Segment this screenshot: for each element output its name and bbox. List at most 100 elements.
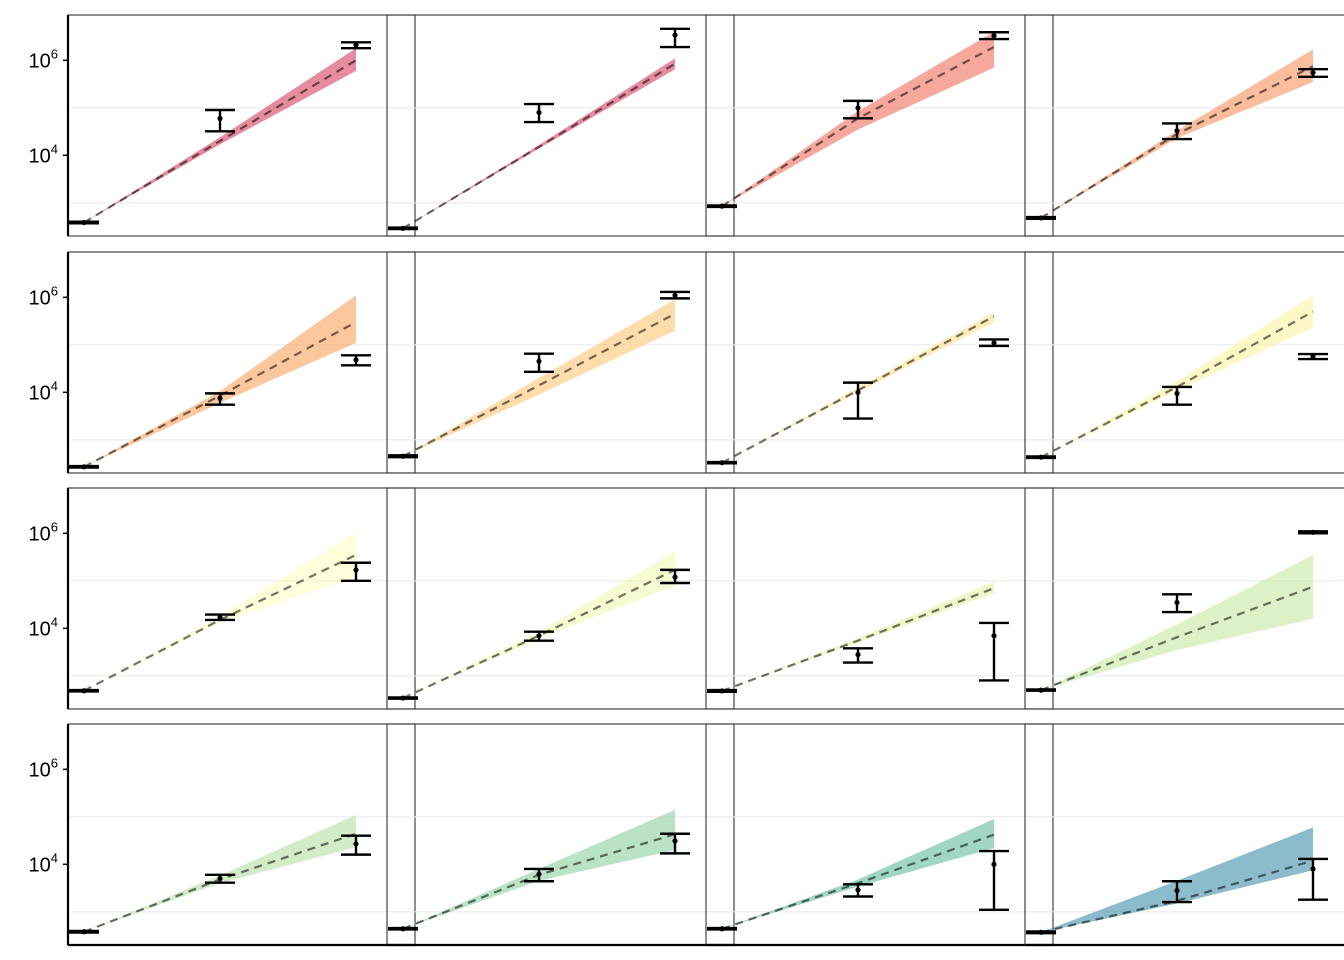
y-tick-label: 106 <box>29 519 58 545</box>
data-point <box>1310 70 1316 76</box>
panel-11 <box>705 487 1054 710</box>
data-point <box>991 33 997 39</box>
data-point <box>400 453 406 459</box>
panel-8 <box>1024 251 1344 474</box>
data-point <box>81 464 87 470</box>
data-point <box>719 688 725 694</box>
panel-4 <box>1024 14 1344 237</box>
confidence-band <box>84 814 356 932</box>
data-point <box>217 115 223 121</box>
panel-plot-area <box>69 41 371 226</box>
y-tick-label: 106 <box>29 46 58 72</box>
y-tick-label: 106 <box>29 283 58 309</box>
data-point <box>672 838 678 844</box>
data-point <box>1310 866 1316 872</box>
confidence-band <box>403 299 675 457</box>
panel-plot-area <box>707 31 1009 209</box>
data-point <box>719 926 725 932</box>
data-point <box>991 633 997 639</box>
panel-5: 104 106 <box>29 251 416 474</box>
panel-plot-area <box>388 551 690 701</box>
fit-line <box>721 587 995 692</box>
panel-border <box>705 487 1054 710</box>
data-point <box>719 203 725 209</box>
panel-border <box>1024 487 1344 710</box>
data-point <box>1174 128 1180 134</box>
data-point <box>855 105 861 111</box>
panel-15 <box>705 723 1054 947</box>
fit-line <box>83 553 357 692</box>
fit-line <box>1040 859 1314 934</box>
data-point <box>1038 215 1044 221</box>
confidence-band <box>1041 295 1313 458</box>
panel-border <box>1024 251 1344 474</box>
data-point <box>536 109 542 116</box>
data-point <box>353 42 359 48</box>
data-point <box>536 871 542 877</box>
data-point <box>353 357 359 363</box>
confidence-band <box>722 581 994 691</box>
panel-plot-area <box>1026 827 1328 935</box>
confidence-band <box>84 295 356 467</box>
panel-plot-area <box>388 809 690 932</box>
fit-line <box>1040 585 1314 692</box>
panel-plot-area <box>1026 49 1328 221</box>
panel-1: 104 106 <box>29 14 416 237</box>
data-point <box>81 929 87 935</box>
data-point <box>1174 599 1180 606</box>
fit-line <box>83 321 357 468</box>
panel-3 <box>705 14 1054 237</box>
y-tick-label: 106 <box>29 755 58 781</box>
data-point <box>1174 390 1180 396</box>
panel-plot-area <box>388 27 690 231</box>
fit-line <box>402 568 676 700</box>
panel-plot-area <box>1026 295 1328 460</box>
confidence-band <box>84 532 356 691</box>
data-point <box>400 695 406 701</box>
data-point <box>1310 529 1316 535</box>
fit-line <box>402 62 676 230</box>
data-point <box>855 651 861 658</box>
data-point <box>855 887 861 893</box>
panel-plot-area <box>707 312 1009 466</box>
y-tick-label: 104 <box>29 141 58 167</box>
data-point <box>536 358 542 364</box>
panel-border <box>1024 14 1344 237</box>
panel-14 <box>386 723 735 947</box>
data-point <box>672 32 678 38</box>
panel-plot-area <box>69 814 371 935</box>
panel-13: 104 106 <box>29 723 416 947</box>
data-point <box>81 219 87 226</box>
data-point <box>81 688 87 694</box>
confidence-band <box>1041 827 1313 933</box>
data-point <box>217 876 223 882</box>
panel-6 <box>386 251 735 474</box>
panel-border <box>705 251 1054 474</box>
data-point <box>991 340 997 346</box>
data-point <box>536 633 542 639</box>
data-point <box>353 567 359 573</box>
panel-border <box>386 251 735 474</box>
panel-2 <box>386 14 735 237</box>
panel-plot-area <box>1026 529 1328 693</box>
data-point <box>217 614 223 620</box>
panel-plot-area <box>388 290 690 459</box>
y-tick-label: 104 <box>29 614 58 640</box>
data-point <box>400 926 406 932</box>
panel-border <box>386 14 735 237</box>
data-point <box>1038 929 1044 935</box>
data-point <box>719 460 725 466</box>
fit-line <box>1040 310 1314 459</box>
data-point <box>991 861 997 867</box>
panel-12 <box>1024 487 1344 710</box>
panel-border <box>386 487 735 710</box>
confidence-band <box>1041 554 1313 691</box>
y-tick-label: 104 <box>29 378 58 404</box>
data-point <box>672 292 678 298</box>
panel-7 <box>705 251 1054 474</box>
panel-10 <box>386 487 735 710</box>
confidence-band <box>84 48 356 223</box>
data-point <box>1310 353 1316 360</box>
panel-plot-area <box>707 818 1009 932</box>
